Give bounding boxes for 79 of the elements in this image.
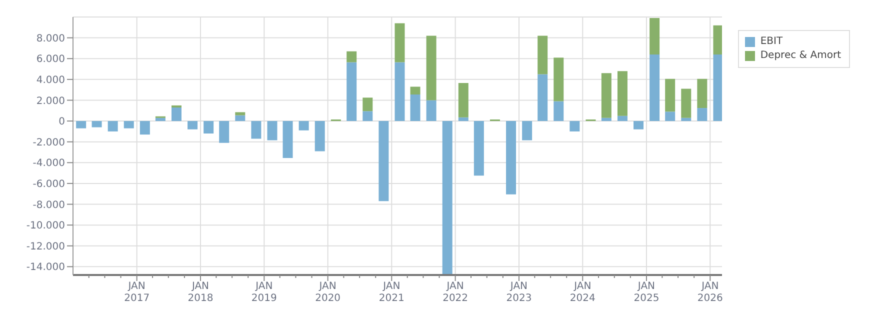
bar xyxy=(76,121,86,128)
bar xyxy=(458,117,468,122)
y-tick-label: 2.000 xyxy=(36,96,65,107)
x-tick-label: JAN 2017 xyxy=(124,281,150,304)
bar xyxy=(713,25,722,54)
bar xyxy=(506,121,516,194)
y-tick-label: 4.000 xyxy=(36,74,65,86)
bar xyxy=(650,54,660,122)
y-tick-label: -2.000 xyxy=(32,137,65,148)
bar xyxy=(538,74,548,122)
bar xyxy=(188,121,198,130)
bar xyxy=(665,78,676,112)
y-tick-label: 0 xyxy=(58,116,65,128)
bar xyxy=(219,121,230,143)
bar xyxy=(601,118,612,122)
legend-label: EBIT xyxy=(760,35,783,49)
bar xyxy=(124,121,134,128)
bar xyxy=(538,36,548,74)
x-tick-label: JAN 2026 xyxy=(697,281,723,304)
bar xyxy=(697,78,708,108)
bar xyxy=(650,18,660,54)
x-tick-label: JAN 2025 xyxy=(634,281,660,304)
bar xyxy=(204,121,214,134)
x-tick-label: JAN 2021 xyxy=(378,281,404,304)
bar xyxy=(282,121,293,158)
bar xyxy=(474,121,484,176)
bar xyxy=(92,121,102,128)
x-tick-label: JAN 2022 xyxy=(442,281,468,304)
y-tick-label: -6.000 xyxy=(32,179,65,190)
bar xyxy=(697,108,708,122)
bar xyxy=(362,98,373,112)
bar xyxy=(171,108,182,122)
bar xyxy=(617,71,628,116)
y-tick-label: 8.000 xyxy=(36,33,65,44)
bar xyxy=(442,121,452,274)
bar xyxy=(267,121,278,140)
y-tick-label: -4.000 xyxy=(32,158,65,170)
bar xyxy=(713,54,722,122)
legend-label: Deprec & Amort xyxy=(760,49,841,63)
bar xyxy=(410,94,420,122)
y-tick-label: 6.000 xyxy=(36,54,65,66)
bar xyxy=(426,100,436,122)
x-tick-label: JAN 2020 xyxy=(315,281,341,304)
bar xyxy=(346,62,357,122)
bar xyxy=(458,83,468,118)
bar xyxy=(140,121,150,135)
bar xyxy=(235,112,246,116)
y-tick-label: -14.000 xyxy=(26,262,65,274)
bar xyxy=(570,121,580,132)
x-tick-label: JAN 2023 xyxy=(506,281,532,304)
bar xyxy=(601,73,612,118)
bar xyxy=(410,86,420,95)
y-tick-label: -8.000 xyxy=(32,200,65,211)
bar xyxy=(108,121,118,132)
x-tick-label: JAN 2019 xyxy=(251,281,277,304)
bar xyxy=(681,88,692,118)
bar xyxy=(155,118,166,122)
y-tick-label: -12.000 xyxy=(26,241,65,252)
bar xyxy=(665,112,676,122)
bar xyxy=(617,116,628,122)
x-tick-label: JAN 2018 xyxy=(188,281,214,304)
bar xyxy=(634,121,644,130)
bar xyxy=(346,51,357,62)
y-tick-label: -10.000 xyxy=(26,220,65,232)
bar xyxy=(554,101,564,122)
bar xyxy=(681,118,692,122)
bar xyxy=(235,115,246,122)
bar xyxy=(362,111,373,122)
bar xyxy=(394,62,405,122)
x-tick-label: JAN 2024 xyxy=(570,281,596,304)
bar xyxy=(394,23,405,62)
bar xyxy=(522,121,532,140)
bar xyxy=(298,121,309,130)
bar xyxy=(314,121,325,152)
bar xyxy=(251,121,262,139)
bar xyxy=(554,58,564,102)
bar xyxy=(378,121,389,202)
bar xyxy=(171,105,182,108)
bar xyxy=(426,36,436,100)
